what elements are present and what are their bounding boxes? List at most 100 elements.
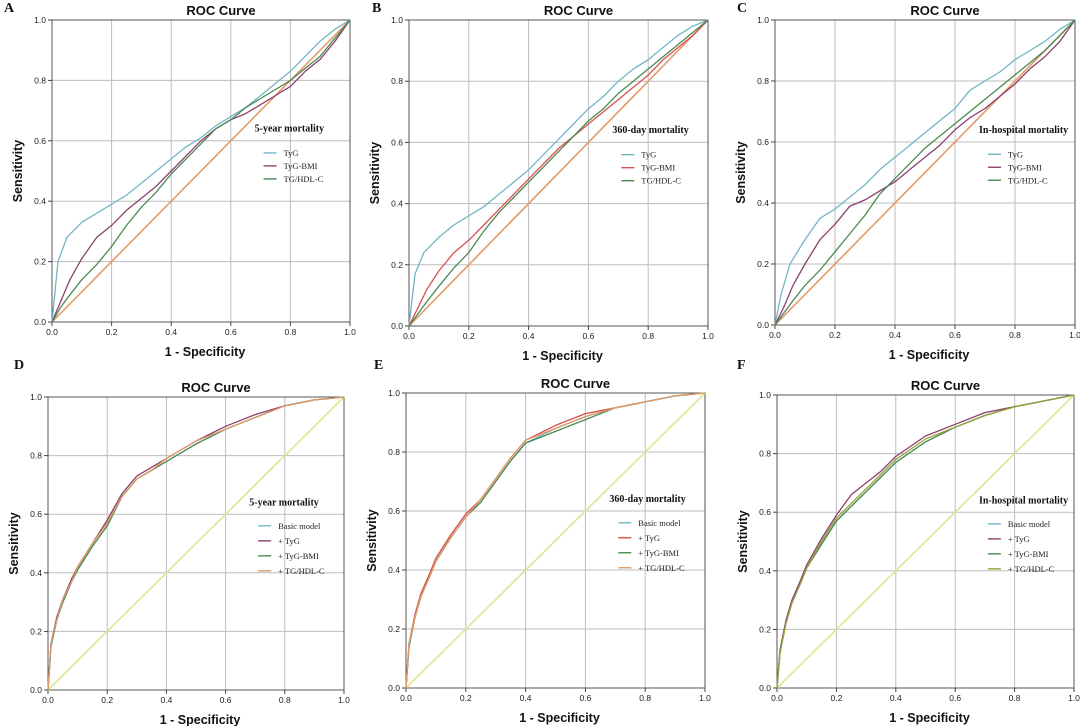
legend-label: TG/HDL-C: [641, 176, 681, 186]
x-axis-label: 1 - Specificity: [522, 349, 603, 363]
roc-panel-d: 0.0 0.2 0.4 0.6 0.8 1.0 0.0 0.2 0.4 0.6 0.8 1.0 ROC …: [7, 358, 350, 726]
y-tick-label: 0.4: [391, 199, 403, 209]
legend: TyG TyG-BMI TG/HDL-C: [263, 148, 324, 184]
y-tick-label: 0.0: [757, 320, 769, 330]
y-axis-label: Sensitivity: [368, 142, 382, 205]
legend-label: TyG: [284, 148, 299, 158]
x-tick-label: 0.4: [890, 693, 902, 703]
chart-title: ROC Curve: [910, 3, 979, 18]
x-axis-label: 1 - Specificity: [519, 711, 600, 725]
y-axis-label: Sensitivity: [736, 510, 750, 573]
x-tick-label: 0.8: [639, 693, 651, 703]
x-tick-label: 0.4: [160, 695, 172, 705]
x-axis-label: 1 - Specificity: [889, 711, 970, 725]
roc-curve-tg-hdl-c: [405, 392, 706, 689]
chart-subtitle: 360-day mortality: [609, 494, 685, 505]
y-tick-label: 1.0: [388, 388, 400, 398]
panel-letter: E: [374, 358, 383, 373]
legend-label: + TG/HDL-C: [638, 563, 685, 573]
y-tick-label: 0.8: [391, 76, 403, 86]
x-tick-label: 0.6: [949, 330, 961, 340]
x-tick-label: 0.4: [165, 327, 177, 337]
roc-curve-tg-hdl-c: [51, 19, 351, 323]
x-tick-label: 0.0: [771, 693, 783, 703]
panel-letter: F: [737, 358, 746, 373]
x-tick-label: 0.8: [284, 327, 296, 337]
x-tick-label: 0.2: [106, 327, 118, 337]
y-tick-label: 0.2: [34, 257, 46, 267]
y-tick-label: 0.6: [34, 136, 46, 146]
x-tick-label: 0.0: [769, 330, 781, 340]
x-tick-label: 0.2: [829, 330, 841, 340]
y-tick-label: 0.2: [30, 626, 42, 636]
x-tick-label: 0.8: [1009, 330, 1021, 340]
roc-curve-tg-hdl-c: [47, 396, 345, 691]
y-tick-label: 0.4: [388, 565, 400, 575]
y-tick-label: 0.8: [757, 76, 769, 86]
y-tick-label: 0.6: [757, 137, 769, 147]
chart-subtitle: 5-year mortality: [249, 497, 319, 508]
roc-curve-tyg: [776, 394, 1075, 689]
x-tick-label: 1.0: [1068, 693, 1080, 703]
x-tick-label: 0.0: [403, 331, 415, 341]
roc-curve-tyg-bmi: [774, 19, 1076, 326]
y-tick-label: 0.0: [391, 321, 403, 331]
x-tick-label: 0.2: [460, 693, 472, 703]
roc-curve-tyg-bmi: [408, 19, 709, 327]
legend-label: TyG-BMI: [1008, 162, 1042, 172]
y-tick-label: 0.4: [759, 566, 771, 576]
legend-label: TyG-BMI: [641, 163, 675, 173]
y-axis-label: Sensitivity: [365, 509, 379, 572]
y-axis-label: Sensitivity: [11, 140, 25, 203]
y-tick-label: 0.0: [759, 683, 771, 693]
y-tick-label: 0.2: [388, 624, 400, 634]
legend-label: + TyG-BMI: [638, 548, 679, 558]
y-tick-label: 0.8: [30, 451, 42, 461]
y-tick-label: 0.0: [388, 683, 400, 693]
chart-subtitle: 360-day mortality: [612, 125, 688, 136]
roc-curve-tyg-bmi: [51, 19, 351, 323]
reference-diagonal-line: [408, 19, 709, 327]
y-tick-label: 0.8: [759, 449, 771, 459]
legend-label: TyG: [641, 150, 656, 160]
x-tick-label: 0.6: [579, 693, 591, 703]
y-tick-label: 1.0: [391, 15, 403, 25]
chart-title: ROC Curve: [544, 3, 613, 18]
x-axis-label: 1 - Specificity: [889, 348, 970, 362]
y-tick-label: 0.8: [34, 75, 46, 85]
chart-title: ROC Curve: [181, 380, 250, 395]
reference-diagonal-line: [774, 19, 1076, 326]
x-tick-label: 0.0: [46, 327, 58, 337]
legend-label: Basic model: [638, 518, 681, 528]
y-tick-label: 1.0: [30, 392, 42, 402]
x-tick-label: 0.6: [220, 695, 232, 705]
plot-frame: [408, 19, 709, 327]
legend-label: + TyG-BMI: [278, 551, 319, 561]
x-tick-label: 0.8: [279, 695, 291, 705]
y-tick-label: 0.4: [30, 568, 42, 578]
y-axis-label: Sensitivity: [7, 512, 21, 575]
x-tick-label: 0.6: [949, 693, 961, 703]
roc-panel-c: 0.0 0.2 0.4 0.6 0.8 1.0 0.0 0.2 0.4 0.6 0.8 1.0 ROC …: [734, 1, 1080, 362]
x-tick-label: 0.6: [225, 327, 237, 337]
legend: Basic model + TyG + TyG-BMI + TG/HDL-C: [987, 519, 1055, 574]
panel-letter: A: [4, 1, 15, 16]
roc-curve-tg-hdl-c: [776, 394, 1075, 689]
x-tick-label: 0.2: [101, 695, 113, 705]
reference-diagonal-line: [776, 394, 1075, 689]
legend-label: TG/HDL-C: [284, 174, 324, 184]
chart-title: ROC Curve: [911, 378, 980, 393]
x-axis-label: 1 - Specificity: [160, 713, 241, 726]
x-tick-label: 1.0: [344, 327, 356, 337]
x-tick-label: 1.0: [699, 693, 711, 703]
roc-curve-tyg: [774, 19, 1076, 326]
y-tick-label: 0.4: [757, 198, 769, 208]
x-tick-label: 0.0: [400, 693, 412, 703]
legend-label: + TG/HDL-C: [1008, 564, 1055, 574]
legend-label: Basic model: [1008, 519, 1051, 529]
y-tick-label: 1.0: [759, 390, 771, 400]
x-tick-label: 0.6: [582, 331, 594, 341]
y-tick-label: 0.6: [30, 509, 42, 519]
chart-subtitle: In-hospital mortality: [979, 125, 1068, 136]
